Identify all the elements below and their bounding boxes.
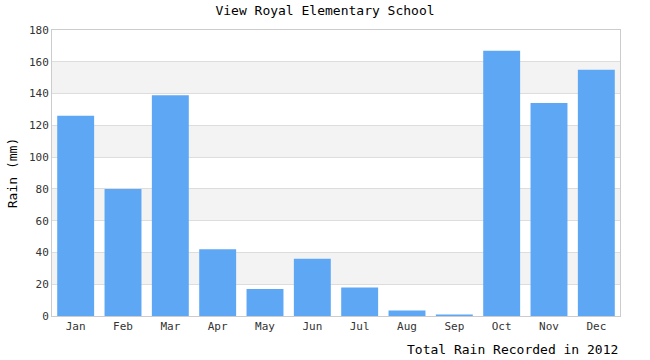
- svg-text:Feb: Feb: [113, 320, 133, 333]
- svg-text:Jun: Jun: [302, 320, 322, 333]
- svg-text:View Royal Elementary School: View Royal Elementary School: [215, 3, 434, 18]
- svg-text:Nov: Nov: [539, 320, 559, 333]
- svg-text:40: 40: [36, 246, 49, 259]
- svg-text:Rain (mm): Rain (mm): [5, 138, 20, 208]
- svg-text:Mar: Mar: [160, 320, 180, 333]
- svg-text:140: 140: [29, 87, 49, 100]
- svg-text:60: 60: [36, 215, 49, 228]
- svg-text:20: 20: [36, 278, 49, 291]
- svg-text:Jul: Jul: [350, 320, 370, 333]
- svg-text:Aug: Aug: [397, 320, 417, 333]
- svg-text:Sep: Sep: [444, 320, 464, 333]
- svg-text:0: 0: [42, 310, 49, 323]
- svg-text:Oct: Oct: [492, 320, 512, 333]
- svg-text:Dec: Dec: [586, 320, 606, 333]
- svg-text:120: 120: [29, 119, 49, 132]
- svg-text:100: 100: [29, 151, 49, 164]
- svg-text:Total Rain Recorded in 2012: Total Rain Recorded in 2012: [407, 342, 618, 357]
- svg-text:160: 160: [29, 56, 49, 69]
- svg-text:Apr: Apr: [208, 320, 228, 333]
- svg-text:Jan: Jan: [66, 320, 86, 333]
- svg-text:180: 180: [29, 24, 49, 37]
- svg-text:80: 80: [36, 183, 49, 196]
- svg-text:May: May: [255, 320, 275, 333]
